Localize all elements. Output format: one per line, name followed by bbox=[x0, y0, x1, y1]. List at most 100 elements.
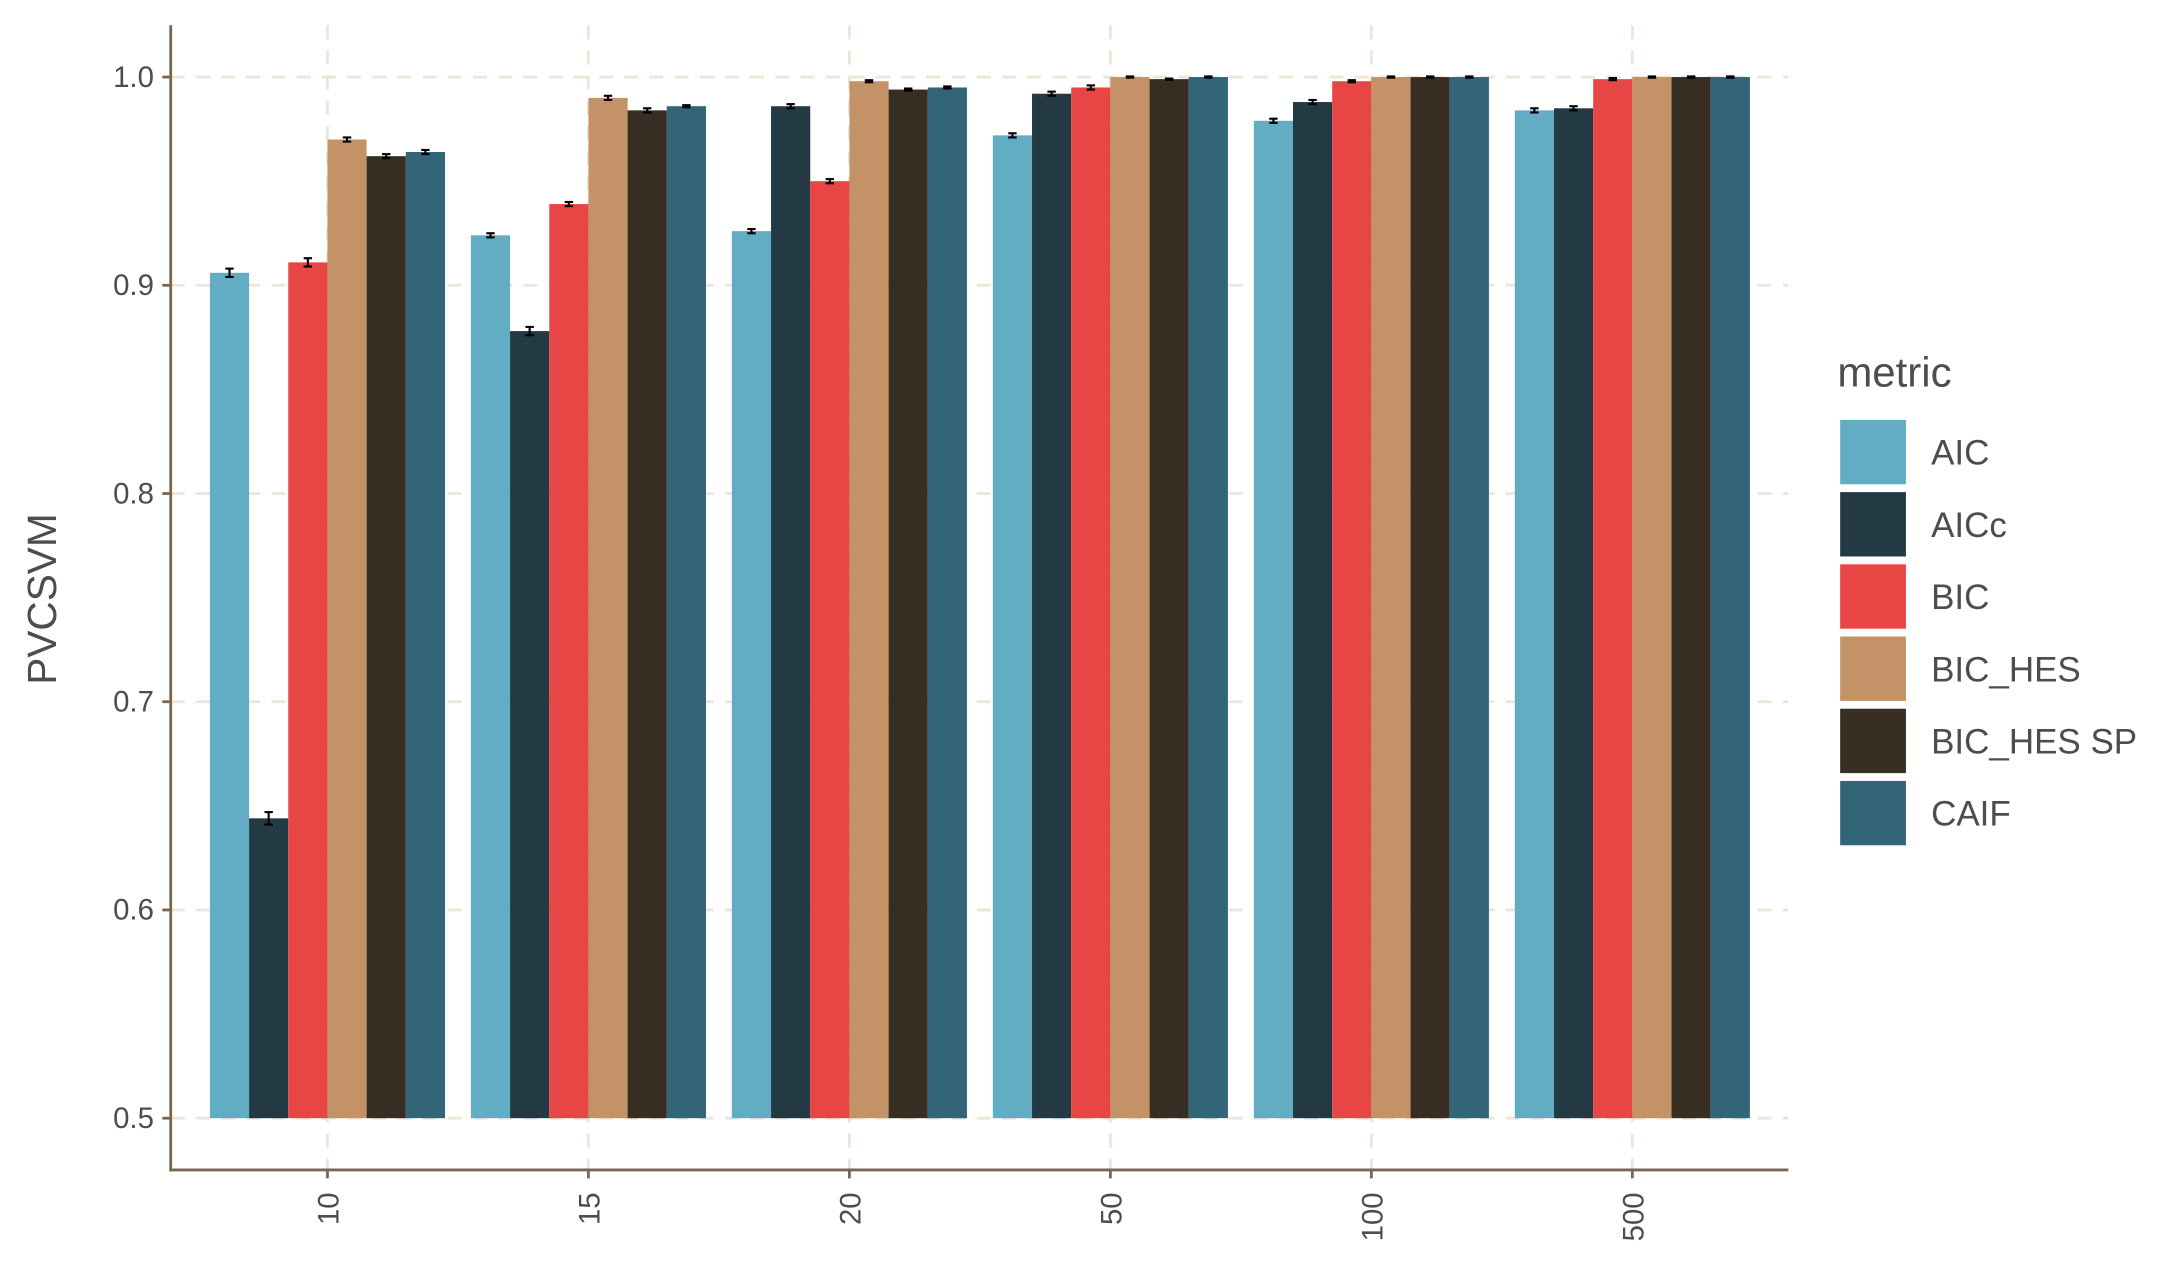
bar-aic-100 bbox=[1253, 120, 1294, 1119]
error-bar bbox=[1530, 107, 1539, 114]
bar-bic-hes-50 bbox=[1110, 77, 1150, 1119]
y-tick-label: 0.6 bbox=[113, 894, 154, 927]
bar-aicc-10 bbox=[249, 818, 289, 1119]
legend-key-bic-hes-sp bbox=[1840, 708, 1906, 774]
legend-title: metric bbox=[1837, 348, 1951, 395]
legend: AIC AICc BIC BIC_HES BIC_HES SP CAIF bbox=[1840, 419, 2137, 846]
error-bar bbox=[225, 267, 234, 279]
legend-key-bic bbox=[1840, 564, 1906, 629]
bars bbox=[209, 75, 1750, 1119]
x-tick-label: 20 bbox=[835, 1192, 868, 1225]
bar-aic-10 bbox=[209, 272, 250, 1119]
error-bar bbox=[564, 200, 574, 208]
error-bar bbox=[303, 257, 313, 268]
legend-key-caif bbox=[1840, 780, 1906, 846]
bar-bic-hes-sp-20 bbox=[888, 89, 928, 1119]
y-axis-title: PVCSVM bbox=[19, 513, 65, 684]
y-tick-label: 0.9 bbox=[113, 269, 154, 302]
bar-aic-500 bbox=[1514, 110, 1554, 1119]
error-bar bbox=[1569, 105, 1578, 112]
bar-bic-15 bbox=[549, 204, 589, 1119]
legend-key-aic bbox=[1840, 419, 1906, 485]
bar-bic-hes-15 bbox=[588, 97, 628, 1119]
bar-bic-hes-sp-100 bbox=[1410, 77, 1450, 1119]
bar-caif-500 bbox=[1710, 77, 1750, 1119]
legend-key-aicc bbox=[1840, 492, 1906, 557]
bar-bic-500 bbox=[1593, 79, 1633, 1119]
error-bar bbox=[903, 87, 913, 92]
error-bar bbox=[525, 325, 534, 337]
error-bar bbox=[1204, 75, 1213, 79]
error-bar bbox=[943, 85, 952, 90]
bar-bic-50 bbox=[1071, 87, 1111, 1119]
bar-aicc-20 bbox=[771, 106, 811, 1119]
bar-bic-10 bbox=[288, 262, 328, 1119]
bar-aicc-15 bbox=[510, 331, 550, 1119]
bar-bic-hes-100 bbox=[1371, 77, 1411, 1119]
axes bbox=[169, 25, 1789, 1172]
bar-bic-hes-sp-15 bbox=[627, 110, 667, 1119]
bar-aic-20 bbox=[731, 231, 772, 1119]
bar-bic-hes-20 bbox=[849, 81, 889, 1119]
bar-aicc-100 bbox=[1293, 102, 1333, 1119]
bar-caif-20 bbox=[927, 87, 967, 1119]
error-bar bbox=[1425, 75, 1435, 79]
error-bar bbox=[421, 148, 430, 156]
error-bar bbox=[1269, 117, 1278, 124]
y-tick-label: 1.0 bbox=[113, 61, 154, 94]
error-bar bbox=[1086, 84, 1095, 91]
bar-caif-100 bbox=[1449, 77, 1489, 1119]
y-tick-label: 0.5 bbox=[113, 1102, 154, 1135]
error-bar bbox=[1047, 90, 1056, 97]
error-bar bbox=[643, 107, 652, 114]
bar-aic-15 bbox=[470, 235, 511, 1119]
bar-bic-100 bbox=[1332, 81, 1372, 1119]
x-tick-label: 10 bbox=[313, 1192, 346, 1225]
error-bar bbox=[1465, 75, 1474, 79]
legend-label: AIC bbox=[1931, 434, 1989, 473]
error-bar bbox=[1647, 75, 1657, 79]
bar-bic-hes-sp-500 bbox=[1671, 77, 1711, 1119]
error-bar bbox=[825, 178, 835, 185]
error-bar bbox=[1347, 79, 1356, 84]
bar-bic-hes-500 bbox=[1632, 77, 1672, 1119]
error-bar bbox=[603, 94, 613, 102]
error-bar bbox=[747, 228, 756, 235]
x-tick-label: 15 bbox=[574, 1192, 607, 1225]
legend-label: BIC bbox=[1931, 578, 1989, 617]
error-bar bbox=[682, 104, 691, 109]
error-bar bbox=[1386, 75, 1396, 79]
error-bar bbox=[786, 103, 795, 110]
bar-bic-hes-10 bbox=[327, 139, 367, 1119]
legend-label: BIC_HES bbox=[1931, 650, 2081, 689]
error-bar bbox=[864, 79, 874, 84]
error-bar bbox=[1125, 75, 1135, 79]
error-bar bbox=[1308, 98, 1317, 106]
legend-label: BIC_HES SP bbox=[1931, 723, 2137, 762]
legend-label: CAIF bbox=[1931, 795, 2011, 834]
legend-label: AICc bbox=[1931, 506, 2007, 545]
y-tick-label: 0.7 bbox=[113, 686, 154, 719]
tick-labels: 0.5 0.6 0.7 0.8 0.9 1.0 10 15 20 50 100 500 bbox=[113, 61, 1650, 1242]
error-bar bbox=[1726, 75, 1735, 79]
error-bar bbox=[342, 136, 352, 143]
error-bar bbox=[486, 232, 495, 239]
x-tick-label: 50 bbox=[1096, 1192, 1129, 1225]
error-bar bbox=[1608, 77, 1617, 82]
legend-key-bic-hes bbox=[1840, 636, 1906, 701]
bar-aicc-500 bbox=[1553, 108, 1594, 1119]
bar-caif-15 bbox=[666, 106, 706, 1119]
error-bar bbox=[382, 153, 391, 160]
error-bar bbox=[1008, 132, 1017, 139]
bar-bic-hes-sp-50 bbox=[1149, 79, 1189, 1119]
x-tick-label: 100 bbox=[1357, 1192, 1390, 1241]
x-tick-label: 500 bbox=[1618, 1192, 1651, 1241]
bar-bic-hes-sp-10 bbox=[366, 156, 406, 1119]
bar-caif-50 bbox=[1188, 77, 1228, 1119]
bar-bic-20 bbox=[810, 181, 850, 1119]
y-tick-label: 0.8 bbox=[113, 477, 154, 510]
error-bar bbox=[1686, 75, 1696, 79]
bar-aic-50 bbox=[992, 135, 1033, 1119]
error-bar bbox=[1164, 77, 1174, 81]
